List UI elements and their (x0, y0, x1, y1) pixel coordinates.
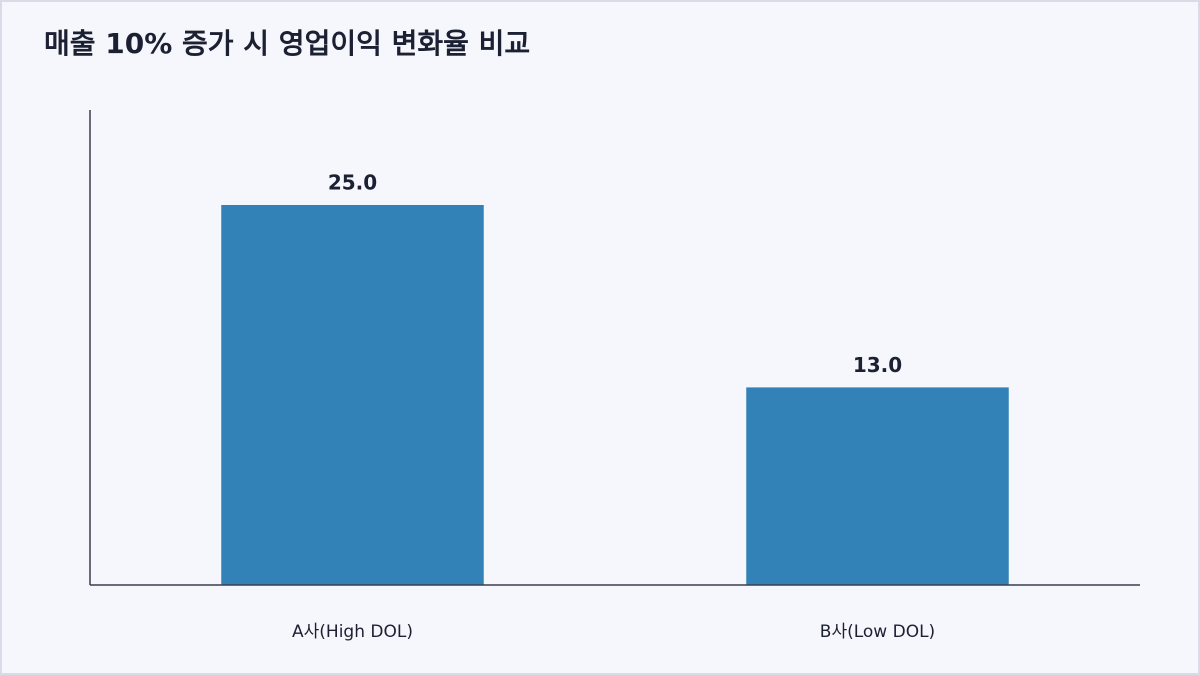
data-label: 25.0 (328, 171, 377, 195)
data-label: 13.0 (853, 353, 902, 377)
x-tick-label: A사(High DOL) (292, 622, 413, 642)
x-tick-label: B사(Low DOL) (820, 622, 935, 642)
bar (221, 205, 484, 585)
chart-title: 매출 10% 증가 시 영업이익 변화율 비교 (44, 27, 530, 60)
bar (746, 387, 1009, 585)
